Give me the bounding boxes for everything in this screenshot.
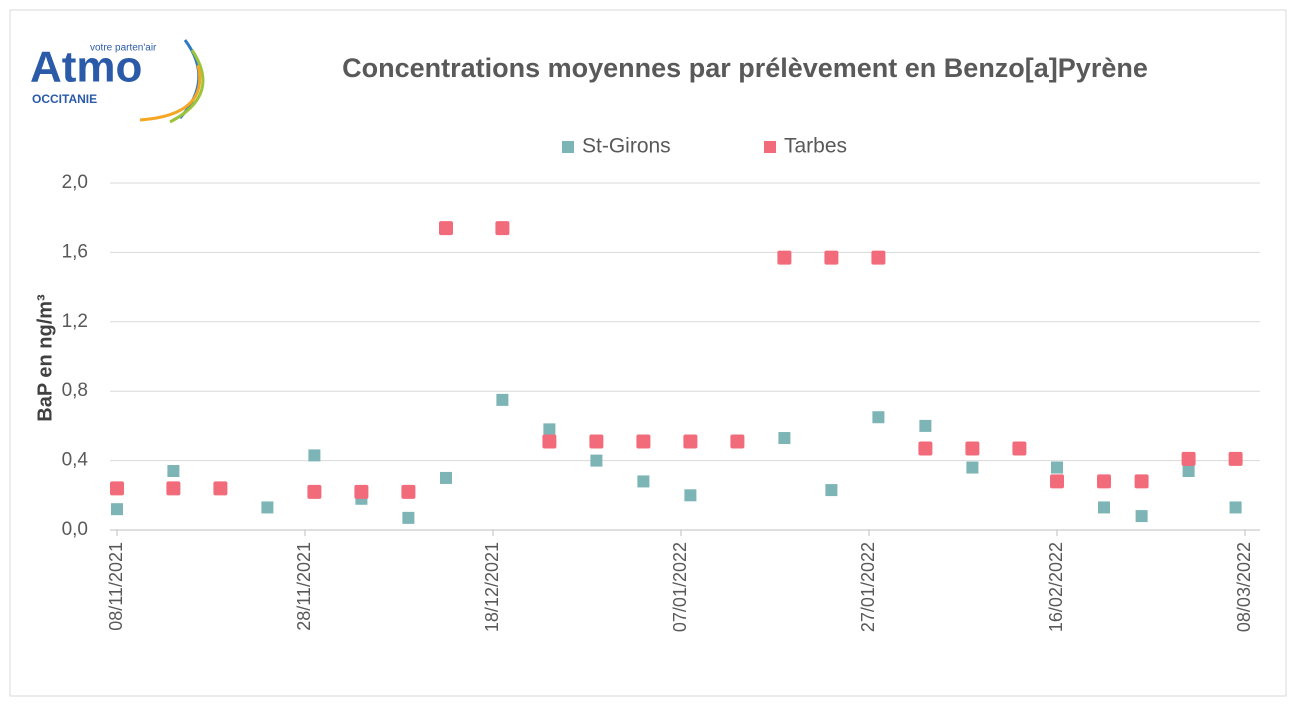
logo-arc xyxy=(169,49,205,124)
point xyxy=(1012,441,1027,456)
point xyxy=(354,484,369,499)
y-tick-label: 0,8 xyxy=(62,380,88,401)
logo: Atmo votre parten'air OCCITANIE xyxy=(30,39,205,124)
point xyxy=(1097,474,1111,489)
x-tick-label: 28/11/2021 xyxy=(294,542,314,631)
y-tick-label: 0,0 xyxy=(62,519,88,540)
point xyxy=(1098,501,1110,514)
legend-label: St-Girons xyxy=(582,135,671,158)
point xyxy=(1229,501,1242,514)
x-tick-label: 16/02/2022 xyxy=(1046,542,1066,632)
frame xyxy=(9,9,1287,697)
point xyxy=(1134,474,1149,489)
point xyxy=(683,434,698,449)
point xyxy=(542,434,557,449)
legend-marker xyxy=(764,141,776,153)
x-tick-label: 27/01/2022 xyxy=(858,542,878,632)
point xyxy=(213,481,228,496)
point xyxy=(111,503,123,516)
point xyxy=(871,250,886,265)
point xyxy=(167,465,180,478)
point xyxy=(730,434,745,449)
point xyxy=(872,411,885,424)
point xyxy=(261,501,274,514)
point xyxy=(1181,451,1196,466)
point xyxy=(637,475,650,488)
chart-title: Concentrations moyennes par prélèvement … xyxy=(342,53,1148,83)
legend-marker xyxy=(562,141,574,153)
logo-brand: Atmo xyxy=(30,43,142,92)
point xyxy=(684,489,697,502)
point xyxy=(439,221,453,236)
point xyxy=(824,250,839,265)
legend-label: Tarbes xyxy=(784,135,847,158)
y-tick-label: 1,6 xyxy=(62,241,88,262)
logo-tagline: votre parten'air xyxy=(90,43,157,54)
x-tick-label: 08/03/2022 xyxy=(1234,542,1254,632)
point xyxy=(1135,510,1148,523)
point xyxy=(307,484,322,499)
x-tick-label: 08/11/2021 xyxy=(106,542,126,631)
point xyxy=(636,434,651,449)
point xyxy=(402,511,415,524)
point xyxy=(965,441,980,456)
logo-arc xyxy=(139,64,202,122)
point xyxy=(1182,465,1195,478)
point xyxy=(589,434,604,449)
y-tick-label: 2,0 xyxy=(62,172,88,193)
point xyxy=(966,461,979,474)
y-tick-label: 0,4 xyxy=(62,450,89,471)
point xyxy=(1050,474,1064,489)
point xyxy=(496,393,509,406)
point xyxy=(919,419,932,432)
point xyxy=(110,481,124,496)
y-axis-label: BaP en ng/m³ xyxy=(34,294,56,422)
point xyxy=(1051,461,1063,474)
point xyxy=(778,432,791,445)
point xyxy=(401,484,416,499)
x-tick-label: 18/12/2021 xyxy=(482,542,502,632)
point xyxy=(1228,451,1243,466)
point xyxy=(777,250,792,265)
x-tick-label: 07/01/2022 xyxy=(670,542,690,632)
point xyxy=(590,454,603,467)
point xyxy=(308,449,321,462)
point xyxy=(918,441,933,456)
point xyxy=(495,221,510,236)
point xyxy=(543,423,556,436)
point xyxy=(440,471,452,484)
point xyxy=(166,481,181,496)
logo-region: OCCITANIE xyxy=(32,92,97,106)
point xyxy=(825,484,838,497)
y-tick-label: 1,2 xyxy=(62,311,88,332)
